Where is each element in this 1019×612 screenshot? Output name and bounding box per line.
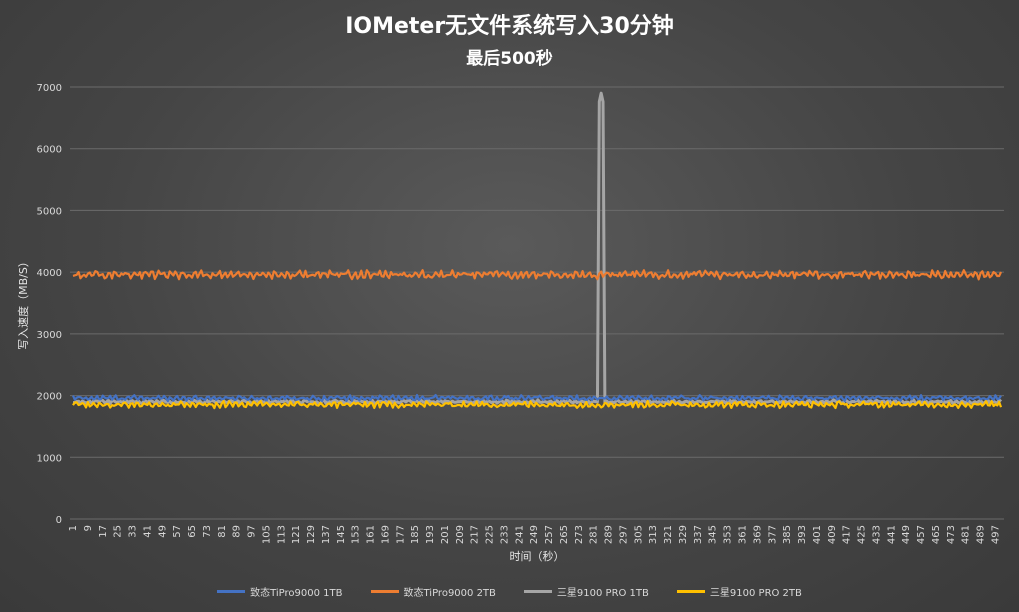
legend-label: 三星9100 PRO 2TB <box>709 588 802 599</box>
x-tick-label: 193 <box>425 525 436 544</box>
x-tick-label: 401 <box>812 525 823 544</box>
legend-item: 三星9100 PRO 2TB <box>676 584 802 599</box>
x-tick-label: 305 <box>633 525 644 544</box>
x-tick-label: 129 <box>306 525 317 544</box>
y-tick-label: 2000 <box>37 392 62 403</box>
y-tick-label: 4000 <box>37 268 62 279</box>
x-tick-label: 489 <box>976 525 987 544</box>
x-tick-label: 209 <box>455 525 466 544</box>
y-tick-label: 0 <box>56 515 62 526</box>
legend-swatch <box>217 590 246 593</box>
x-tick-label: 441 <box>886 525 897 544</box>
legend-label: 致态TiPro9000 1TB <box>250 588 343 599</box>
x-tick-label: 241 <box>514 525 525 544</box>
x-tick-label: 393 <box>797 525 808 544</box>
legend-label: 三星9100 PRO 1TB <box>556 588 649 599</box>
x-tick-label: 369 <box>752 525 763 544</box>
x-tick-label: 289 <box>604 525 615 544</box>
x-tick-label: 249 <box>529 525 540 544</box>
x-tick-label: 121 <box>291 525 302 544</box>
x-tick-label: 497 <box>990 525 1001 544</box>
x-tick-label: 233 <box>499 525 510 544</box>
series-line <box>72 399 1003 410</box>
legend-label: 致态TiPro9000 2TB <box>403 588 496 599</box>
x-tick-label: 201 <box>440 525 451 544</box>
x-tick-label: 433 <box>871 525 882 544</box>
x-tick-label: 153 <box>351 525 362 544</box>
x-tick-label: 113 <box>276 525 287 544</box>
x-tick-label: 161 <box>366 525 377 544</box>
x-tick-label: 225 <box>485 525 496 544</box>
x-tick-label: 257 <box>544 525 555 544</box>
x-tick-label: 329 <box>678 525 689 544</box>
x-tick-label: 81 <box>217 525 228 538</box>
x-tick-label: 1 <box>68 525 79 531</box>
x-tick-label: 465 <box>931 525 942 544</box>
x-tick-label: 137 <box>321 525 332 544</box>
x-tick-label: 361 <box>737 525 748 544</box>
x-axis-label: 时间（秒） <box>510 549 565 563</box>
x-tick-label: 425 <box>857 525 868 544</box>
x-tick-label: 281 <box>589 525 600 544</box>
y-tick-label: 1000 <box>37 453 62 464</box>
chart-subtitle: 最后500秒 <box>466 49 553 69</box>
x-tick-label: 297 <box>618 525 629 544</box>
legend-swatch <box>523 590 552 593</box>
x-tick-label: 417 <box>842 525 853 544</box>
x-tick-label: 321 <box>663 525 674 544</box>
x-tick-label: 409 <box>827 525 838 544</box>
series-line <box>71 393 1002 403</box>
x-tick-label: 169 <box>380 525 391 544</box>
x-tick-label: 41 <box>142 525 153 538</box>
legend-item: 三星9100 PRO 1TB <box>523 584 649 599</box>
x-tick-label: 73 <box>202 525 213 538</box>
series-line <box>72 91 1003 406</box>
x-tick-label: 25 <box>113 525 124 538</box>
x-tick-label: 49 <box>157 525 168 538</box>
x-tick-label: 33 <box>128 525 139 538</box>
x-tick-label: 65 <box>187 525 198 538</box>
y-tick-label: 3000 <box>37 330 62 341</box>
x-tick-label: 385 <box>782 525 793 544</box>
chart-title: IOMeter无文件系统写入30分钟 <box>345 14 674 39</box>
chart-legend: 致态TiPro9000 1TB 致态TiPro9000 2TB 三星9100 PRO… <box>0 584 1019 599</box>
y-tick-label: 6000 <box>37 145 62 156</box>
x-tick-label: 449 <box>901 525 912 544</box>
legend-item: 致态TiPro9000 2TB <box>370 584 496 599</box>
x-tick-label: 377 <box>767 525 778 544</box>
x-tick-label: 353 <box>723 525 734 544</box>
x-tick-label: 457 <box>916 525 927 544</box>
x-tick-label: 97 <box>247 525 258 538</box>
x-tick-label: 273 <box>574 525 585 544</box>
x-tick-label: 177 <box>395 525 406 544</box>
x-tick-label: 17 <box>98 525 109 538</box>
x-tick-label: 57 <box>172 525 183 538</box>
series-line <box>72 269 1002 281</box>
x-tick-label: 105 <box>261 525 272 544</box>
x-tick-label: 473 <box>946 525 957 544</box>
legend-item: 致态TiPro9000 1TB <box>217 584 343 599</box>
x-tick-label: 345 <box>708 525 719 544</box>
legend-swatch <box>676 590 705 593</box>
x-tick-label: 9 <box>83 525 94 531</box>
y-tick-label: 7000 <box>37 83 62 94</box>
x-tick-label: 313 <box>648 525 659 544</box>
x-tick-label: 89 <box>232 525 243 538</box>
x-tick-label: 217 <box>470 525 481 544</box>
y-axis-label: 写入速度（MB/S） <box>16 256 30 350</box>
x-tick-label: 185 <box>410 525 421 544</box>
legend-swatch <box>370 590 399 593</box>
y-tick-label: 5000 <box>37 206 62 217</box>
x-tick-label: 145 <box>336 525 347 544</box>
x-tick-label: 265 <box>559 525 570 544</box>
x-tick-label: 337 <box>693 525 704 544</box>
x-tick-label: 481 <box>961 525 972 544</box>
